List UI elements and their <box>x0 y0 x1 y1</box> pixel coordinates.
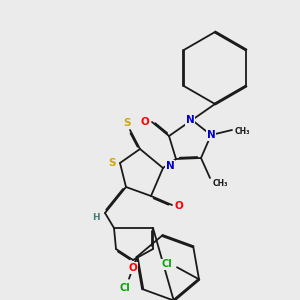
Text: N: N <box>186 115 194 125</box>
Text: S: S <box>108 158 116 168</box>
Text: O: O <box>175 201 183 211</box>
Text: CH₃: CH₃ <box>234 128 250 136</box>
Text: O: O <box>129 263 137 273</box>
Text: S: S <box>123 118 131 128</box>
Text: N: N <box>166 161 174 171</box>
Text: O: O <box>141 117 149 127</box>
Text: H: H <box>92 212 100 221</box>
Text: N: N <box>207 130 215 140</box>
Text: Cl: Cl <box>120 283 130 293</box>
Text: Cl: Cl <box>162 259 172 269</box>
Text: CH₃: CH₃ <box>212 179 228 188</box>
